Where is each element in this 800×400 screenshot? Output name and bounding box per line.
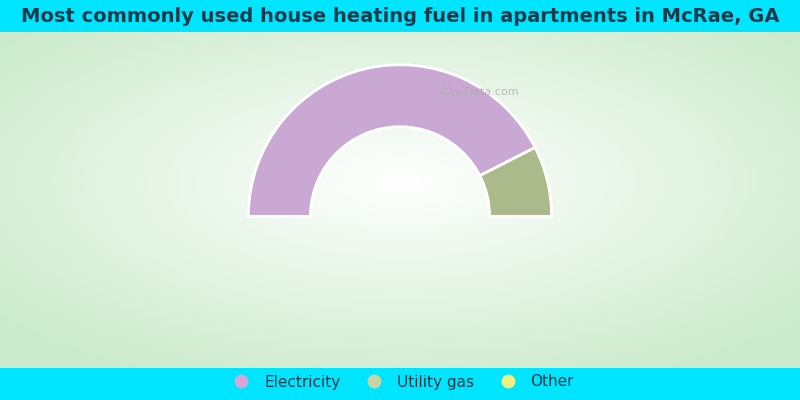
Wedge shape: [480, 148, 552, 216]
Wedge shape: [248, 65, 535, 216]
Text: Most commonly used house heating fuel in apartments in McRae, GA: Most commonly used house heating fuel in…: [21, 6, 779, 26]
Legend: Electricity, Utility gas, Other: Electricity, Utility gas, Other: [220, 368, 580, 396]
Text: City-Data.com: City-Data.com: [440, 88, 519, 98]
